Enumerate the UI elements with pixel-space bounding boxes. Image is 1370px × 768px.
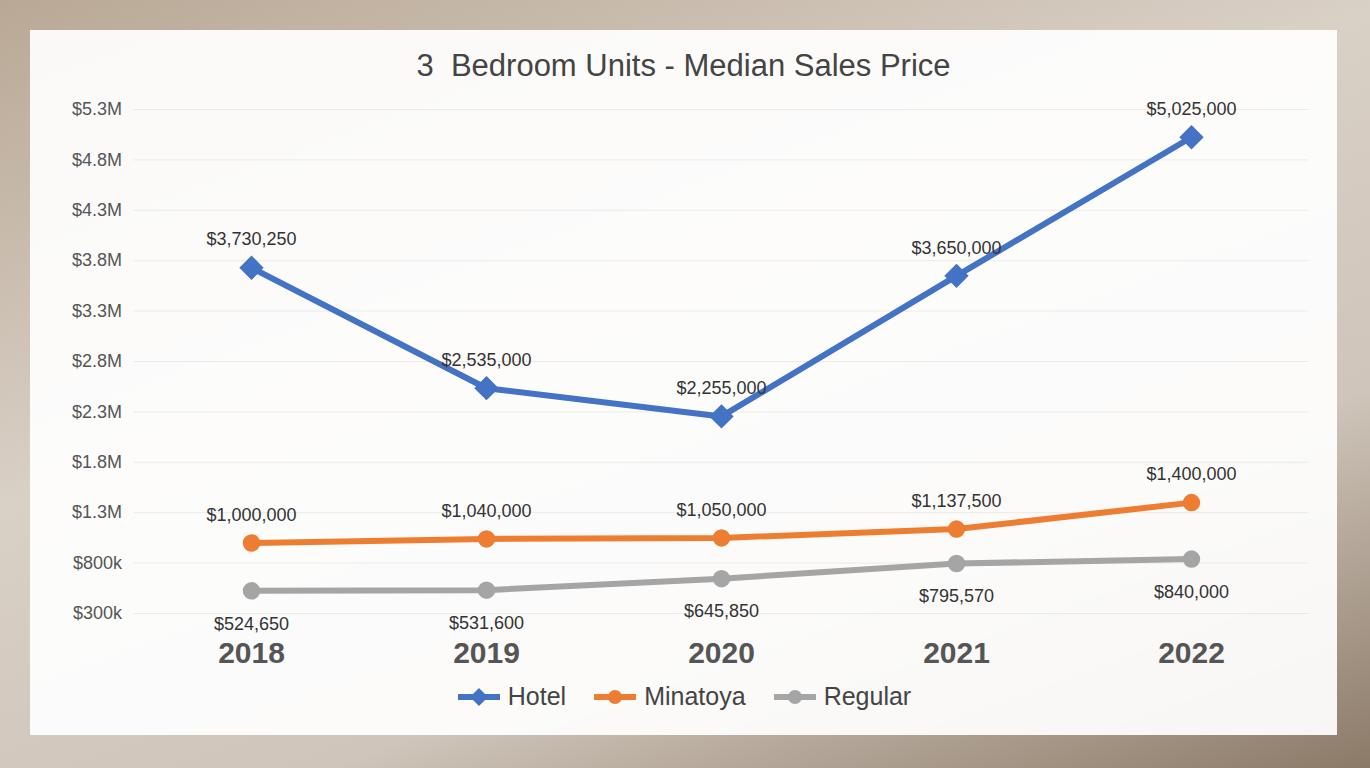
svg-text:$795,570: $795,570 (919, 586, 994, 606)
svg-text:$1,050,000: $1,050,000 (676, 500, 766, 520)
svg-text:2022: 2022 (1158, 636, 1225, 669)
svg-text:$4.3M: $4.3M (72, 200, 122, 220)
html-text:Minatoya: Minatoya (644, 682, 746, 710)
html-text:Hotel: Hotel (507, 682, 567, 710)
svg-text:2018: 2018 (218, 636, 285, 669)
svg-text:$531,600: $531,600 (449, 613, 524, 633)
svg-text:$2.8M: $2.8M (72, 351, 122, 371)
html-text:3 Bedroom Units - Median Sales: 3 Bedroom Units - Median Sales Price (416, 48, 951, 83)
svg-text:$645,850: $645,850 (684, 601, 759, 621)
svg-text:$840,000: $840,000 (1154, 582, 1229, 602)
svg-text:$1,400,000: $1,400,000 (1146, 464, 1236, 484)
svg-text:$3.3M: $3.3M (72, 301, 122, 321)
svg-text:$1,040,000: $1,040,000 (441, 501, 531, 521)
svg-text:2019: 2019 (453, 636, 520, 669)
svg-text:$1,000,000: $1,000,000 (206, 505, 296, 525)
svg-text:$5.3M: $5.3M (72, 99, 122, 119)
svg-text:$3,650,000: $3,650,000 (911, 238, 1001, 258)
svg-text:$2,255,000: $2,255,000 (676, 378, 766, 398)
svg-text:$300k: $300k (73, 603, 123, 623)
svg-text:$3,730,250: $3,730,250 (206, 229, 296, 249)
svg-text:$2,535,000: $2,535,000 (441, 350, 531, 370)
svg-text:$800k: $800k (73, 553, 123, 573)
svg-text:$1.8M: $1.8M (72, 452, 122, 472)
svg-text:$3.8M: $3.8M (72, 250, 122, 270)
svg-text:$1,137,500: $1,137,500 (911, 491, 1001, 511)
svg-text:$4.8M: $4.8M (72, 150, 122, 170)
svg-text:$5,025,000: $5,025,000 (1146, 99, 1236, 119)
svg-text:2021: 2021 (923, 636, 990, 669)
svg-text:2020: 2020 (688, 636, 755, 669)
svg-text:$1.3M: $1.3M (72, 502, 122, 522)
svg-text:$524,650: $524,650 (214, 614, 289, 634)
html-text:Regular: Regular (823, 682, 912, 710)
svg-text:$2.3M: $2.3M (72, 402, 122, 422)
